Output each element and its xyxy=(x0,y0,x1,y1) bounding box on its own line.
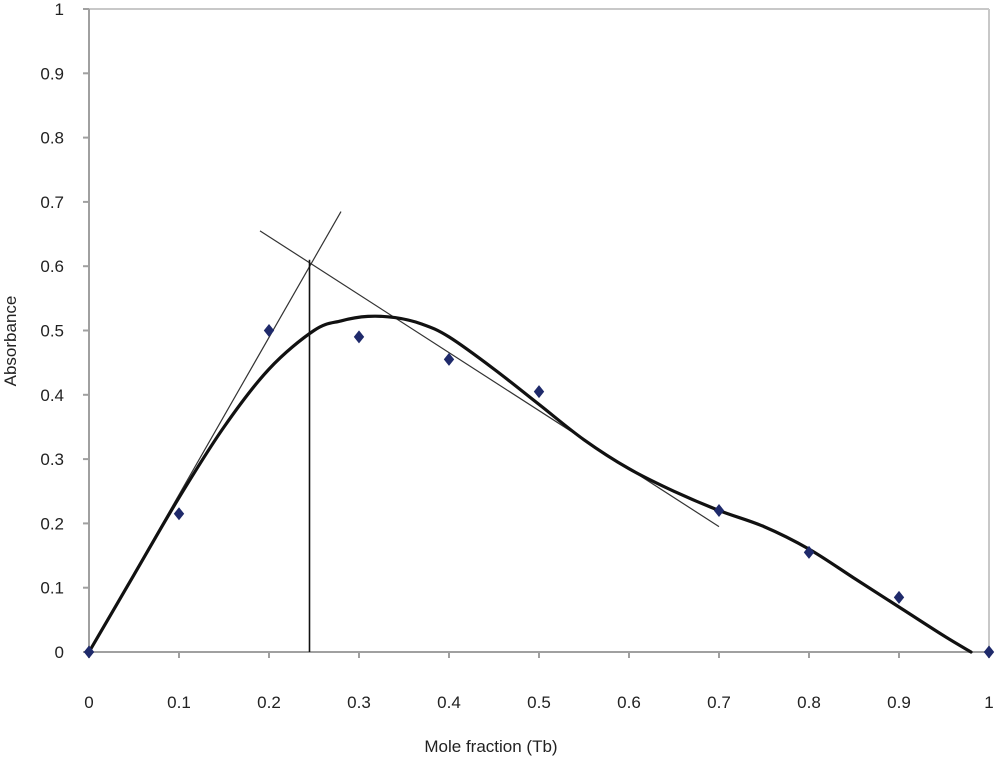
x-tick-label: 0.4 xyxy=(437,693,461,712)
x-tick-label: 0 xyxy=(84,693,93,712)
data-point-diamond xyxy=(803,545,815,559)
y-tick-label: 0.9 xyxy=(40,64,64,83)
y-tick-label: 0.4 xyxy=(40,386,64,405)
data-points xyxy=(83,324,995,659)
x-tick-label: 1 xyxy=(984,693,993,712)
data-point-diamond xyxy=(263,324,275,337)
x-tick-labels: 0 0.1 0.2 0.3 0.4 0.5 0.6 0.7 0.8 0.9 1 xyxy=(84,693,993,712)
data-point-diamond xyxy=(83,645,95,659)
x-tick-label: 0.5 xyxy=(527,693,551,712)
data-point-diamond xyxy=(353,330,365,344)
y-tick-label: 0.7 xyxy=(40,193,64,212)
y-tick-label: 0.5 xyxy=(40,322,64,341)
y-axis-title: Absorbance xyxy=(1,296,20,387)
x-tick-label: 0.9 xyxy=(887,693,911,712)
data-point-diamond xyxy=(173,507,185,521)
data-point-diamond xyxy=(893,590,905,604)
data-point-diamond xyxy=(443,352,455,366)
y-tick-label: 0 xyxy=(55,643,64,662)
y-tick-label: 0.3 xyxy=(40,450,64,469)
y-tick-labels: 0 0.1 0.2 0.3 0.4 0.5 0.6 0.7 0.8 0.9 1 xyxy=(40,0,64,662)
y-tick-label: 1 xyxy=(55,0,64,19)
x-tick-label: 0.3 xyxy=(347,693,371,712)
data-point-diamond xyxy=(713,504,725,518)
data-point-diamond xyxy=(533,385,545,399)
y-tick-label: 0.2 xyxy=(40,514,64,533)
y-tick-label: 0.6 xyxy=(40,257,64,276)
tangent-line xyxy=(259,230,720,528)
plot-frame xyxy=(89,8,990,652)
x-tick-label: 0.7 xyxy=(707,693,731,712)
y-tick-label: 0.8 xyxy=(40,129,64,148)
construction-lines xyxy=(88,211,720,653)
x-tick-label: 0.8 xyxy=(797,693,821,712)
x-tick-label: 0.6 xyxy=(617,693,641,712)
x-tick-label: 0.2 xyxy=(257,693,281,712)
x-axis-title: Mole fraction (Tb) xyxy=(424,737,557,756)
y-tick-label: 0.1 xyxy=(40,579,64,598)
fit-curve xyxy=(87,314,973,654)
axes xyxy=(83,8,990,658)
data-point-diamond xyxy=(983,645,995,659)
fit-curve-path xyxy=(87,314,973,654)
x-tick-label: 0.1 xyxy=(167,693,191,712)
